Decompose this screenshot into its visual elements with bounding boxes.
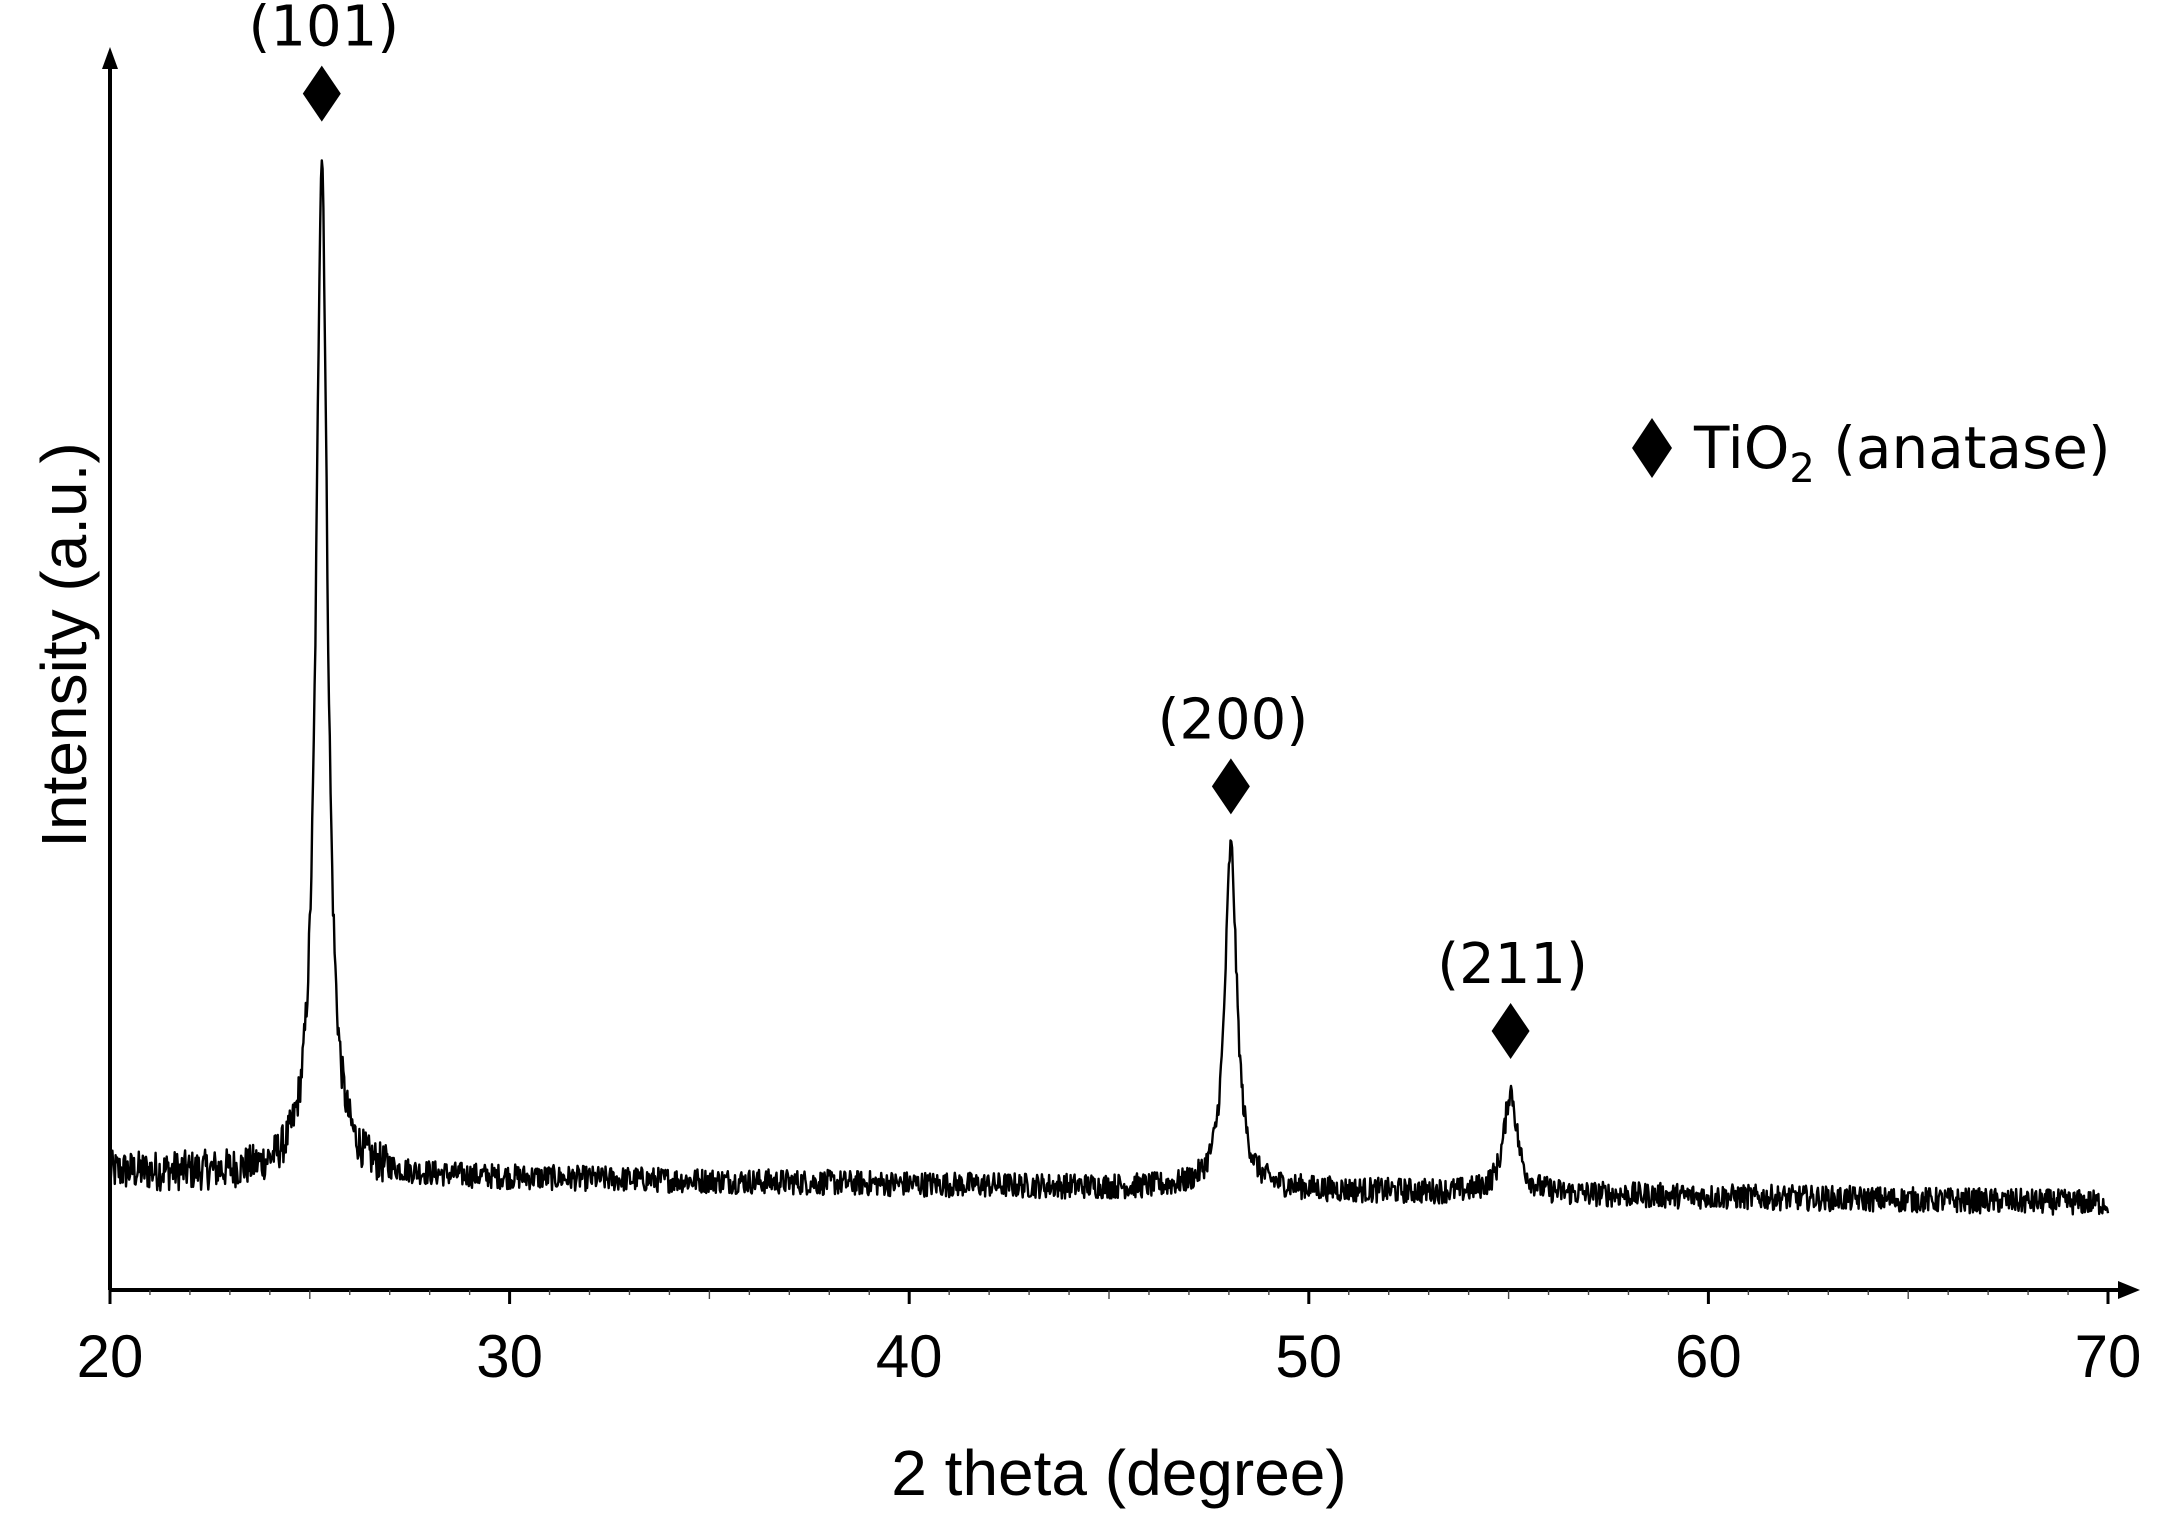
x-tick-label-60: 60 <box>1675 1323 1742 1390</box>
peak-marker-diamond-icon <box>1211 758 1250 815</box>
x-minor-ticks <box>149 1290 2069 1299</box>
y-axis-title: Intensity (a.u.) <box>28 442 100 848</box>
legend-text: TiO2 (anatase) <box>1693 414 2111 492</box>
x-axis-title: 2 theta (degree) <box>891 1437 1346 1509</box>
x-ticks <box>108 1290 2110 1304</box>
x-tick-labels: 20 30 40 50 60 70 <box>77 1323 2142 1390</box>
legend-diamond-icon <box>1632 418 1672 478</box>
peak-marker-diamond-icon <box>1491 1003 1530 1060</box>
peak-label-0: (101) <box>248 0 399 60</box>
x-tick-label-70: 70 <box>2075 1323 2142 1390</box>
x-axis-arrow <box>2118 1281 2140 1299</box>
legend-text-subscript: 2 <box>1789 446 1814 492</box>
axes <box>102 47 2140 1299</box>
x-tick-label-30: 30 <box>476 1323 543 1390</box>
peak-labels: (101) (200) (211) <box>248 0 1587 997</box>
x-tick-label-20: 20 <box>77 1323 144 1390</box>
peak-markers <box>302 65 1530 1060</box>
legend: TiO2 (anatase) <box>1632 414 2111 492</box>
x-tick-label-40: 40 <box>876 1323 943 1390</box>
peak-label-2: (211) <box>1437 932 1588 997</box>
y-axis-arrow <box>102 47 118 69</box>
legend-text-suffix: (anatase) <box>1815 414 2111 482</box>
legend-text-main: TiO <box>1693 414 1789 482</box>
peak-marker-diamond-icon <box>302 65 341 122</box>
peak-label-1: (200) <box>1158 687 1309 752</box>
x-tick-label-50: 50 <box>1275 1323 1342 1390</box>
series-line <box>108 159 2110 1216</box>
